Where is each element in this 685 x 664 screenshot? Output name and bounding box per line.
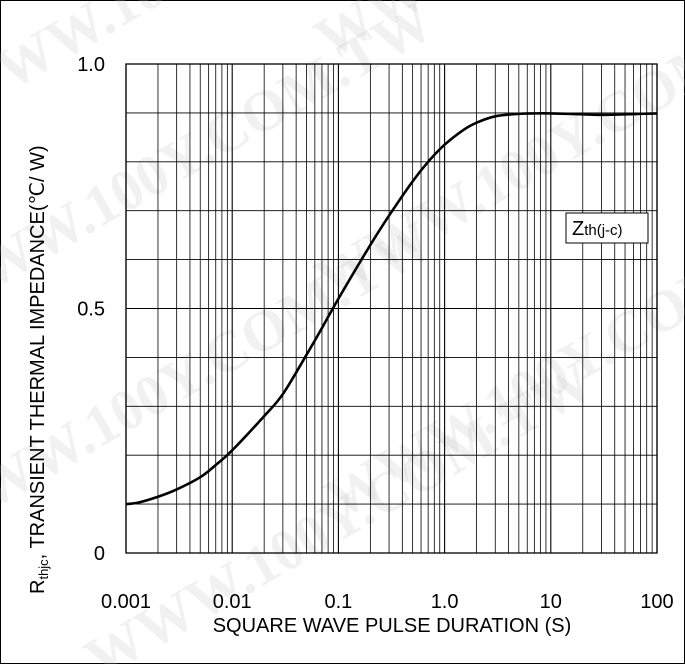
x-tick-label: 10 — [540, 591, 562, 613]
plot-area-border — [125, 63, 658, 554]
x-tick-label: 0.001 — [101, 591, 151, 613]
y-tick-label: 0 — [94, 543, 105, 565]
x-tick-label: 100 — [640, 591, 673, 613]
x-tick-label: 0.01 — [213, 591, 252, 613]
y-tick-label: 0.5 — [77, 299, 105, 321]
annotation-box — [565, 212, 649, 244]
y-tick-label: 1.0 — [77, 54, 105, 76]
series-line-zth — [125, 111, 658, 506]
annotation-zth: Zth(j-c) — [572, 218, 623, 240]
y-axis-label: Rthjc, TRANSIENT THERMAL IMPEDANCE(℃/ W) — [27, 145, 51, 594]
x-tick-label: 1.0 — [431, 591, 459, 613]
x-tick-label: 0.1 — [324, 591, 352, 613]
x-axis-label: SQUARE WAVE PULSE DURATION (S) — [213, 615, 572, 637]
